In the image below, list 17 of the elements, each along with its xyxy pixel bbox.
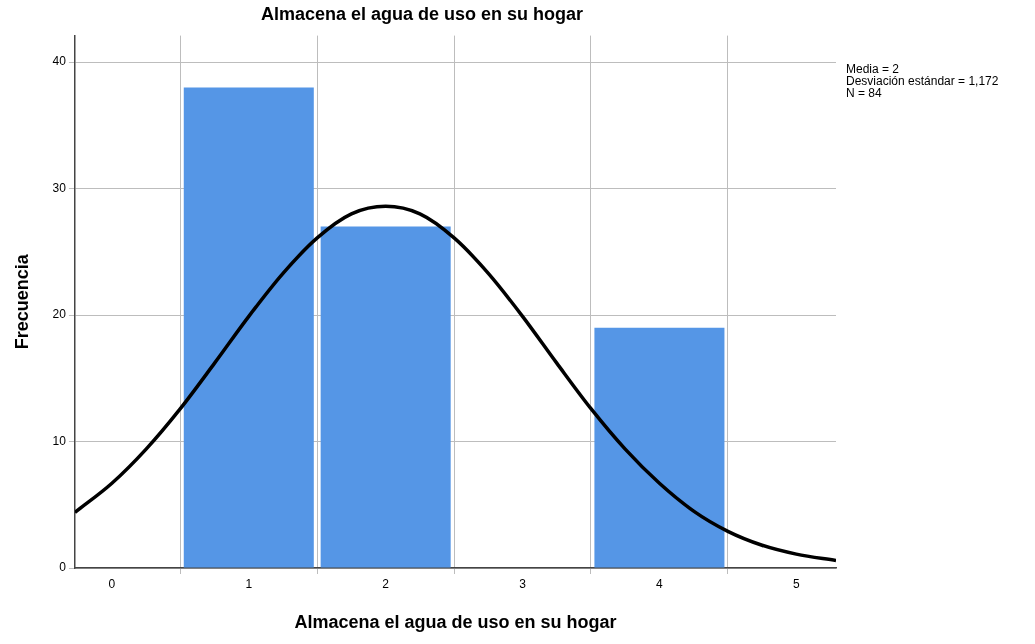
x-axis-title: Almacena el agua de uso en su hogar	[294, 612, 617, 633]
x-tick-label: 0	[108, 576, 116, 591]
y-tick-label: 40	[52, 54, 67, 69]
text: N = 84	[846, 85, 883, 100]
x-tick-label: 5	[792, 576, 800, 591]
y-tick-label: 10	[52, 433, 67, 448]
x-tick-label: 4	[656, 576, 664, 591]
y-tick-label: 0	[59, 560, 67, 575]
y-axis-title: Frecuencia	[11, 253, 32, 350]
chart-title: Almacena el agua de uso en su hogar	[260, 3, 584, 24]
x-tick-label: 1	[245, 576, 253, 591]
text: Media = 2	[846, 61, 900, 76]
y-tick-label: 30	[52, 180, 67, 195]
x-tick-label: 3	[519, 576, 527, 591]
x-tick-label: 2	[382, 576, 390, 591]
y-tick-label: 20	[52, 307, 67, 322]
text: Desviación estándar = 1,172	[846, 73, 999, 88]
